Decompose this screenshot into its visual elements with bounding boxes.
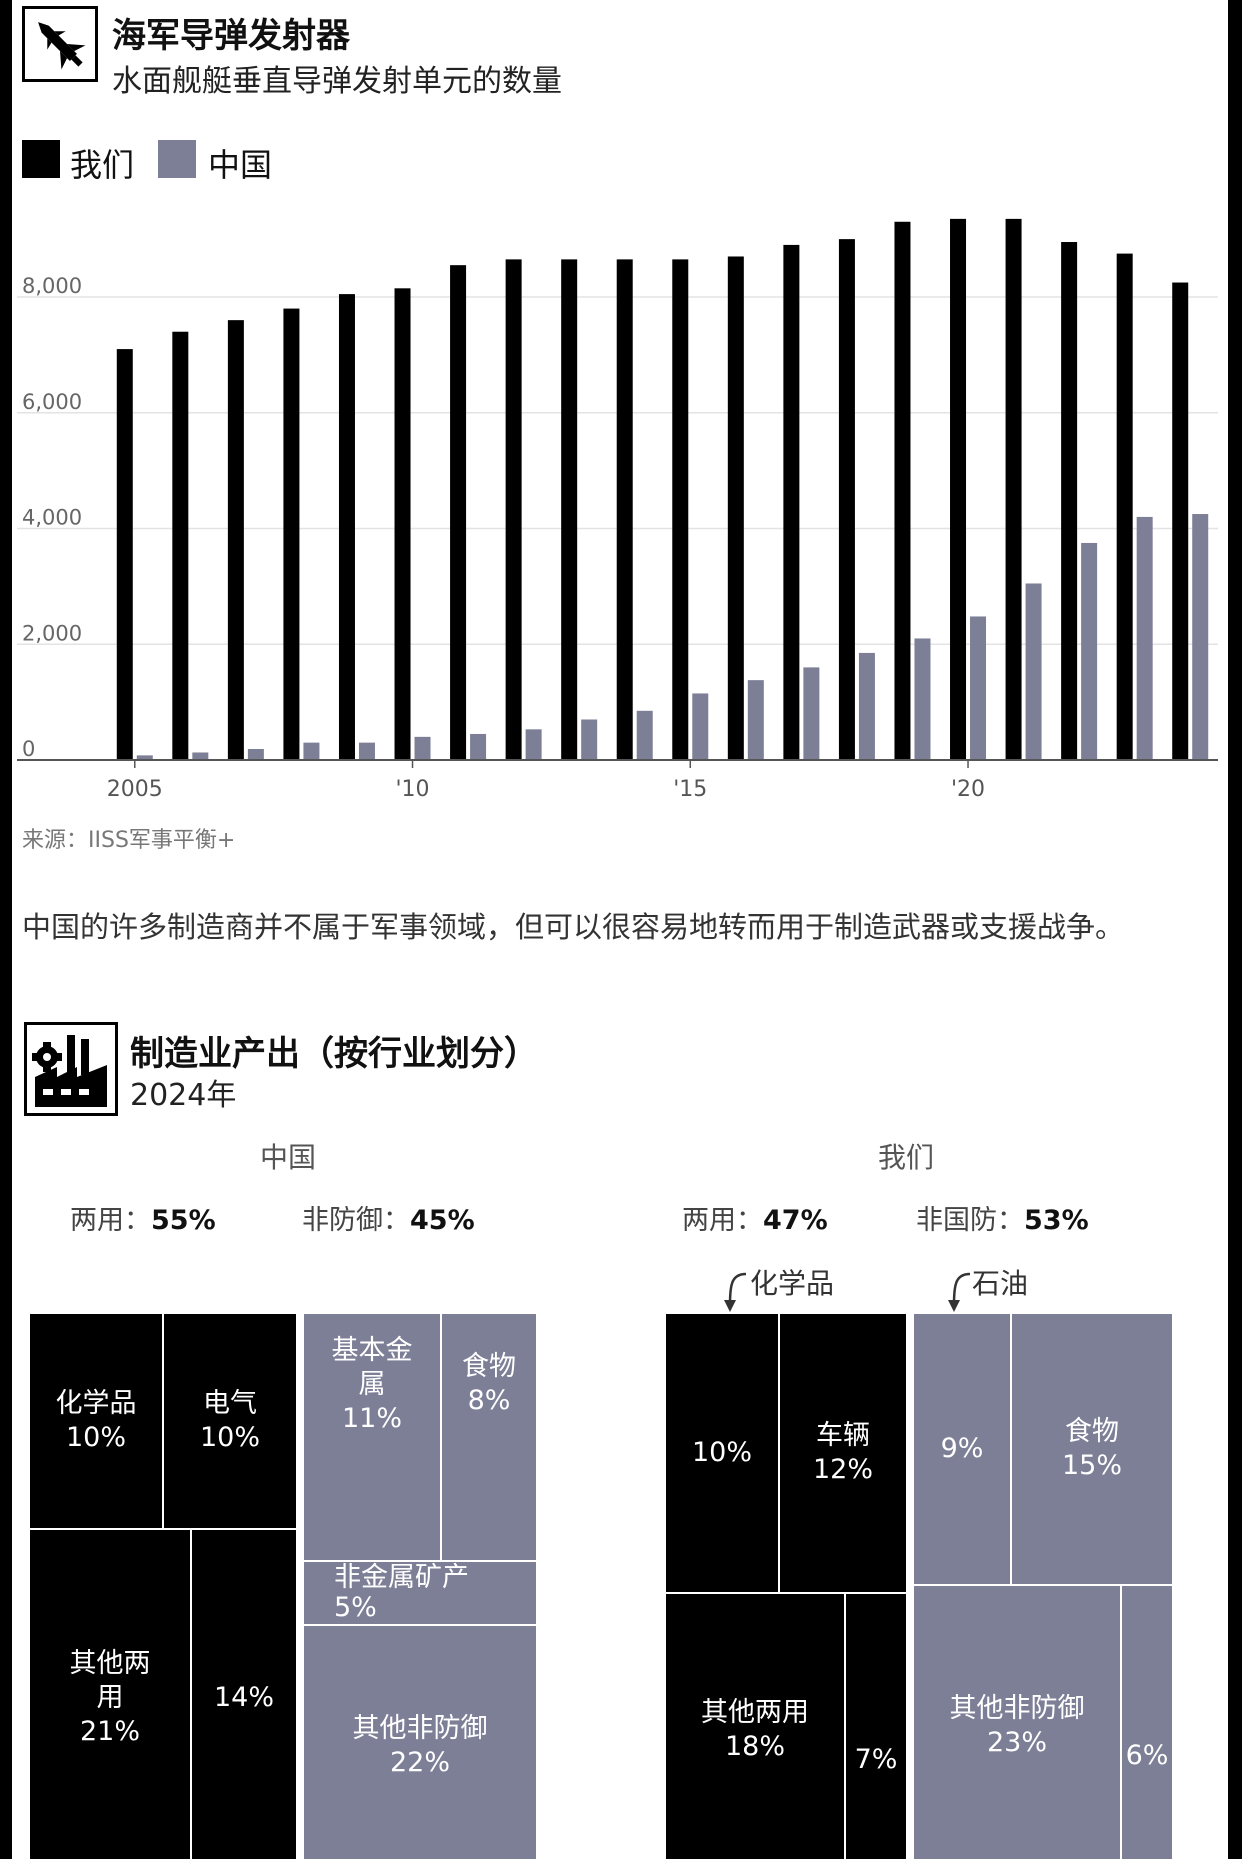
prose-text: 中国的许多制造商并不属于军事领域，但可以很容易地转而用于制造武器或支援战争。 bbox=[22, 910, 1125, 944]
missile-icon bbox=[22, 6, 98, 82]
bar-us bbox=[616, 259, 633, 760]
bar-us bbox=[783, 244, 800, 761]
us-dual-label: 两用： bbox=[682, 1205, 763, 1236]
y-tick-label: 4,000 bbox=[22, 506, 82, 530]
annotation-arrow-chemicals bbox=[724, 1272, 747, 1312]
bar-china bbox=[1025, 583, 1042, 760]
treemap-cell-us-vehicles: 车辆 12% bbox=[778, 1312, 908, 1594]
bar-china bbox=[636, 710, 653, 760]
chart2-title: 制造业产出（按行业划分） bbox=[130, 1034, 538, 1074]
bar-china bbox=[747, 680, 764, 760]
bar-china bbox=[358, 742, 375, 760]
bar-us bbox=[727, 256, 744, 760]
bar-china bbox=[581, 719, 598, 760]
source-note: 来源：IISS军事平衡+ bbox=[22, 828, 236, 853]
legend-label-us: 我们 bbox=[70, 146, 135, 184]
treemap-cell-china-electrical: 电气 10% bbox=[162, 1312, 298, 1530]
us-non-value: 53% bbox=[1024, 1205, 1089, 1236]
bar-us bbox=[116, 349, 133, 760]
treemap-cell-china-other-dual: 其他两用 21% bbox=[28, 1528, 192, 1859]
us-dual-share: 两用：47% bbox=[682, 1198, 828, 1237]
bar-china bbox=[525, 729, 542, 760]
treemap-cell-china-basic-metals: 基本金属 11% bbox=[302, 1312, 442, 1562]
bar-us bbox=[505, 259, 522, 760]
bar-china bbox=[970, 616, 987, 760]
china-non-share: 非防御：45% bbox=[302, 1198, 475, 1237]
bar-china bbox=[136, 755, 153, 760]
bar-china bbox=[1192, 514, 1209, 760]
x-tick-label: 2005 bbox=[107, 777, 163, 802]
bar-us bbox=[338, 294, 355, 760]
annotation-chemicals: 化学品 bbox=[750, 1267, 835, 1300]
bar-us bbox=[172, 331, 189, 760]
bar-us bbox=[1116, 253, 1133, 760]
x-tick-label: '10 bbox=[396, 777, 430, 802]
y-tick-label: 2,000 bbox=[22, 621, 82, 645]
treemap-cell-china-nonmetal-minerals: 非金属矿产 5% bbox=[302, 1560, 538, 1626]
y-tick-label: 0 bbox=[22, 737, 35, 761]
treemap-cell-us-dual-7: 7% bbox=[844, 1592, 908, 1859]
treemap-cell-china-other-non: 其他非防御 22% bbox=[302, 1624, 538, 1859]
treemap-cell-china-chemicals: 化学品 10% bbox=[28, 1312, 164, 1530]
china-dual-value: 55% bbox=[151, 1205, 216, 1236]
bar-us bbox=[1061, 242, 1078, 761]
bar-china bbox=[692, 693, 709, 760]
bar-us bbox=[283, 308, 300, 760]
bar-china bbox=[1081, 542, 1098, 760]
missile-launcher-bar-chart: 0 2,000 4,000 6,000 8,000 2005 '10 '15 '20 bbox=[17, 218, 1218, 802]
bar-us bbox=[1005, 218, 1022, 760]
bar-us bbox=[561, 259, 578, 760]
chart1-title: 海军导弹发射器 bbox=[112, 16, 350, 56]
china-dual-label: 两用： bbox=[70, 1205, 151, 1236]
legend-swatch-us bbox=[22, 140, 60, 178]
page: 海军导弹发射器 水面舰艇垂直导弹发射单元的数量 我们 中国 0 2,000 4,00… bbox=[12, 0, 1228, 1859]
china-non-value: 45% bbox=[410, 1205, 475, 1236]
treemap-cell-us-other-dual: 其他两用 18% bbox=[664, 1592, 846, 1859]
annotation-oil: 石油 bbox=[972, 1267, 1029, 1300]
bar-china bbox=[414, 736, 431, 760]
legend-label-china: 中国 bbox=[208, 146, 273, 184]
bar-china bbox=[303, 742, 320, 760]
bar-us bbox=[1172, 282, 1189, 760]
bar-us bbox=[450, 265, 467, 760]
bar-china bbox=[858, 652, 875, 760]
treemap-cell-us-oil: 9% bbox=[912, 1312, 1012, 1586]
chart1-subtitle: 水面舰艇垂直导弹发射单元的数量 bbox=[112, 64, 562, 99]
bar-us bbox=[838, 239, 855, 760]
x-tick-label: '15 bbox=[673, 777, 707, 802]
bar-china bbox=[914, 638, 931, 760]
treemap-cell-us-food: 食物 15% bbox=[1010, 1312, 1174, 1586]
treemap-cell-china-dual-14: 14% bbox=[190, 1528, 298, 1859]
treemap-cell-china-food: 食物 8% bbox=[440, 1312, 538, 1562]
bar-china bbox=[192, 752, 209, 760]
y-tick-label: 8,000 bbox=[22, 274, 82, 298]
chart2-subtitle: 2024年 bbox=[130, 1078, 237, 1113]
treemap-cell-us-other-non: 其他非防御 23% bbox=[912, 1584, 1122, 1859]
factory-icon bbox=[24, 1022, 118, 1116]
bar-us bbox=[950, 218, 967, 760]
treemap-us-title: 我们 bbox=[878, 1141, 935, 1174]
bar-china bbox=[803, 667, 820, 760]
china-non-label: 非防御： bbox=[302, 1205, 410, 1236]
bar-us bbox=[394, 288, 411, 760]
bar-china bbox=[470, 733, 487, 760]
us-non-label: 非国防： bbox=[916, 1205, 1024, 1236]
us-dual-value: 47% bbox=[763, 1205, 828, 1236]
legend-swatch-china bbox=[158, 140, 196, 178]
treemap-china-title: 中国 bbox=[260, 1141, 317, 1174]
bar-us bbox=[227, 320, 244, 760]
x-tick-label: '20 bbox=[951, 777, 985, 802]
bar-china bbox=[1136, 516, 1153, 760]
treemap-cell-us-non-6: 6% bbox=[1120, 1584, 1174, 1859]
bar-us bbox=[672, 259, 689, 760]
bar-us bbox=[894, 221, 911, 760]
china-dual-share: 两用：55% bbox=[70, 1198, 216, 1237]
treemap-cell-us-chemicals: 10% bbox=[664, 1312, 780, 1594]
us-non-share: 非国防：53% bbox=[916, 1198, 1089, 1237]
annotation-arrow-oil bbox=[948, 1272, 971, 1312]
bar-china bbox=[247, 749, 264, 760]
y-tick-label: 6,000 bbox=[22, 390, 82, 414]
